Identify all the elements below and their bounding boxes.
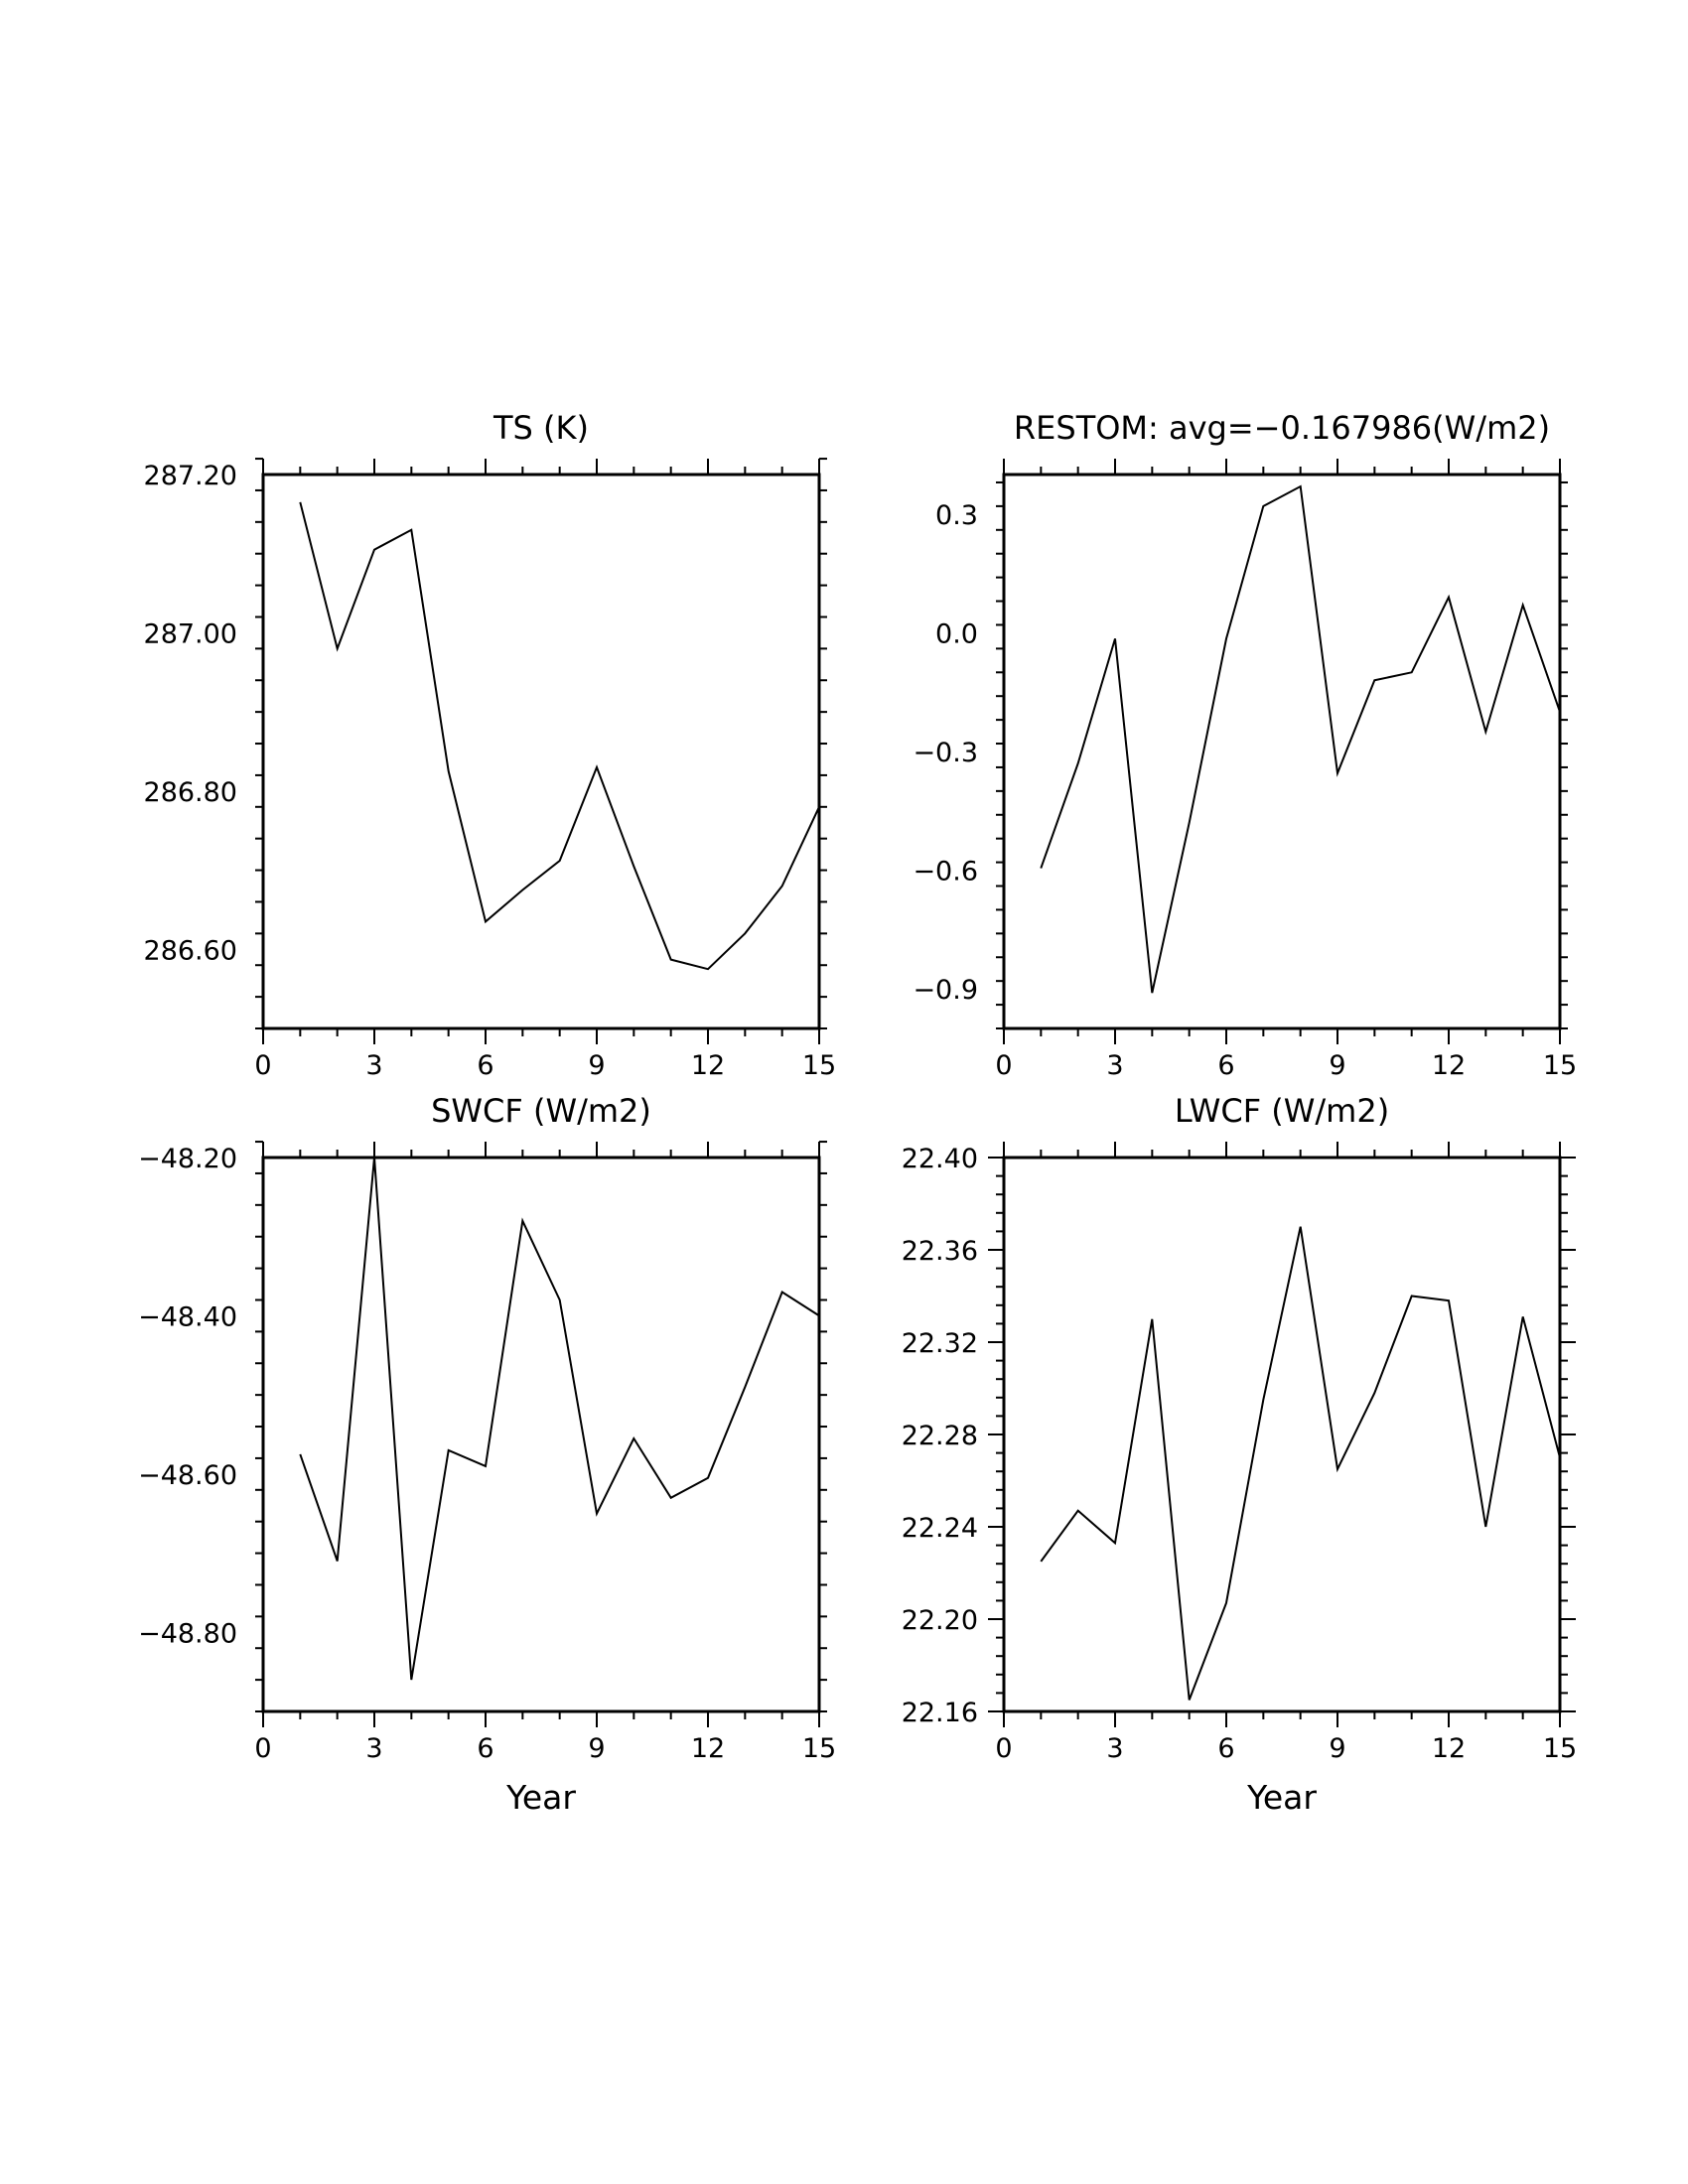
panel-swcf-title: SWCF (W/m2) bbox=[431, 1092, 651, 1130]
series-line bbox=[1040, 484, 1561, 994]
x-tick-label: 6 bbox=[477, 1733, 493, 1764]
y-tick-label: 22.24 bbox=[902, 1513, 978, 1544]
plot-frame bbox=[261, 1156, 821, 1713]
plot-frame bbox=[261, 473, 821, 1030]
x-tick-label: 3 bbox=[365, 1050, 382, 1081]
panel-lwcf-title: LWCF (W/m2) bbox=[1175, 1092, 1389, 1130]
y-tick-label: −0.3 bbox=[913, 738, 978, 768]
y-tick-label: 22.16 bbox=[902, 1698, 978, 1728]
panel-ts: TS (K) 0 3 6 9 12 15 287.20 287.00 286.80 286.60 bbox=[144, 409, 837, 1081]
panel-swcf-xlabel: Year bbox=[505, 1778, 576, 1817]
y-tick-label: 22.32 bbox=[902, 1328, 978, 1359]
y-tick-label: 22.28 bbox=[902, 1421, 978, 1451]
y-tick-label: −48.80 bbox=[138, 1618, 237, 1649]
x-tick-label: 15 bbox=[1543, 1050, 1577, 1081]
series-line bbox=[299, 501, 820, 971]
x-tick-label: 12 bbox=[691, 1050, 725, 1081]
y-tick-label: 287.20 bbox=[144, 461, 237, 491]
panel-lwcf: LWCF (W/m2) Year 0 3 6 9 12 15 22.40 22.36 22.32… bbox=[902, 1092, 1577, 1817]
y-tick-label: −0.6 bbox=[913, 857, 978, 887]
x-tick-label: 0 bbox=[254, 1733, 271, 1764]
panel-lwcf-xlabel: Year bbox=[1246, 1778, 1317, 1817]
x-tick-label: 3 bbox=[1106, 1733, 1123, 1764]
x-tick-label: 0 bbox=[995, 1733, 1012, 1764]
panel-swcf: SWCF (W/m2) Year 0 3 6 9 12 15 −48.20 −48.40 −48… bbox=[138, 1092, 836, 1817]
y-tick-label: 0.0 bbox=[935, 618, 978, 649]
y-tick-label: 22.20 bbox=[902, 1605, 978, 1636]
x-tick-label: 0 bbox=[254, 1050, 271, 1081]
x-tick-label: 3 bbox=[365, 1733, 382, 1764]
series-line bbox=[299, 1157, 820, 1681]
x-tick-label: 6 bbox=[1217, 1050, 1234, 1081]
panel-restom-title: RESTOM: avg=−0.167986(W/m2) bbox=[1014, 409, 1550, 447]
y-tick-label: −48.20 bbox=[138, 1144, 237, 1174]
x-tick-label: 9 bbox=[1329, 1733, 1345, 1764]
y-tick-label: −48.60 bbox=[138, 1460, 237, 1491]
y-tick-label: −0.9 bbox=[913, 975, 978, 1006]
y-tick-label: 286.80 bbox=[144, 777, 237, 808]
x-tick-label: 15 bbox=[802, 1050, 836, 1081]
x-tick-label: 15 bbox=[802, 1733, 836, 1764]
x-tick-label: 9 bbox=[588, 1733, 605, 1764]
x-tick-label: 9 bbox=[588, 1050, 605, 1081]
y-tick-label: 0.3 bbox=[935, 500, 978, 531]
x-tick-label: 9 bbox=[1329, 1050, 1345, 1081]
series-line bbox=[1040, 1226, 1561, 1701]
x-tick-label: 15 bbox=[1543, 1733, 1577, 1764]
y-tick-label: 286.60 bbox=[144, 935, 237, 966]
x-tick-label: 0 bbox=[995, 1050, 1012, 1081]
panel-restom: RESTOM: avg=−0.167986(W/m2) 0 3 6 9 12 15 0.3 0… bbox=[913, 409, 1577, 1081]
y-tick-label: 22.36 bbox=[902, 1236, 978, 1267]
y-tick-label: −48.40 bbox=[138, 1301, 237, 1332]
y-tick-label: 287.00 bbox=[144, 618, 237, 649]
x-tick-label: 12 bbox=[1432, 1050, 1466, 1081]
x-tick-label: 6 bbox=[1217, 1733, 1234, 1764]
x-tick-label: 12 bbox=[1432, 1733, 1466, 1764]
panel-ts-title: TS (K) bbox=[492, 409, 589, 447]
x-tick-label: 12 bbox=[691, 1733, 725, 1764]
x-tick-label: 6 bbox=[477, 1050, 493, 1081]
y-tick-label: 22.40 bbox=[902, 1144, 978, 1174]
plot-frame bbox=[1002, 473, 1562, 1030]
x-tick-label: 3 bbox=[1106, 1050, 1123, 1081]
